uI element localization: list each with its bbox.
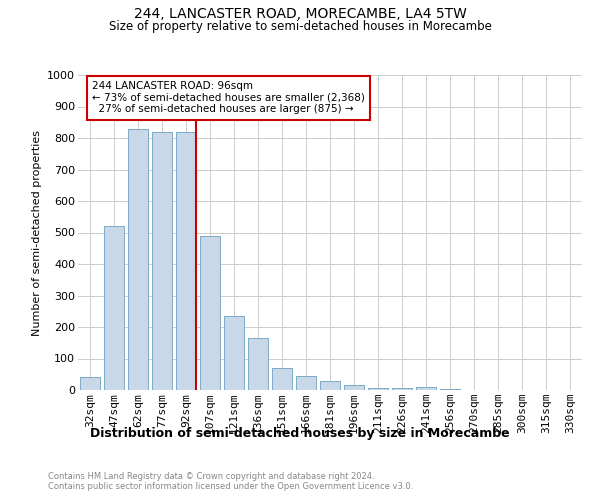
Bar xyxy=(392,388,412,390)
Bar xyxy=(80,378,100,390)
Bar xyxy=(128,128,148,390)
Text: Contains public sector information licensed under the Open Government Licence v3: Contains public sector information licen… xyxy=(48,482,413,491)
Bar xyxy=(320,380,340,390)
Bar xyxy=(416,388,436,390)
Bar xyxy=(248,338,268,390)
Text: Size of property relative to semi-detached houses in Morecambe: Size of property relative to semi-detach… xyxy=(109,20,491,33)
Text: 244 LANCASTER ROAD: 96sqm
← 73% of semi-detached houses are smaller (2,368)
  27: 244 LANCASTER ROAD: 96sqm ← 73% of semi-… xyxy=(92,82,365,114)
Bar xyxy=(368,388,388,390)
Text: Contains HM Land Registry data © Crown copyright and database right 2024.: Contains HM Land Registry data © Crown c… xyxy=(48,472,374,481)
Bar xyxy=(176,132,196,390)
Bar xyxy=(272,368,292,390)
Bar xyxy=(440,389,460,390)
Bar xyxy=(152,132,172,390)
Bar xyxy=(200,236,220,390)
Bar xyxy=(104,226,124,390)
Bar xyxy=(224,316,244,390)
Text: Distribution of semi-detached houses by size in Morecambe: Distribution of semi-detached houses by … xyxy=(90,428,510,440)
Bar xyxy=(344,386,364,390)
Bar xyxy=(296,376,316,390)
Y-axis label: Number of semi-detached properties: Number of semi-detached properties xyxy=(32,130,41,336)
Text: 244, LANCASTER ROAD, MORECAMBE, LA4 5TW: 244, LANCASTER ROAD, MORECAMBE, LA4 5TW xyxy=(134,8,466,22)
